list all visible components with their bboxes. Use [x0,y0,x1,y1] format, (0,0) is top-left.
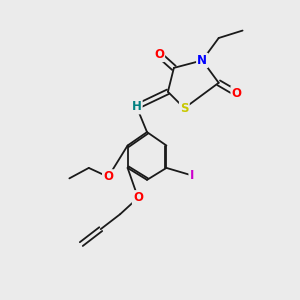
Text: O: O [133,191,143,204]
Text: S: S [180,102,189,115]
Text: H: H [132,100,142,113]
Text: O: O [103,170,113,183]
Text: I: I [190,169,194,182]
Text: N: N [197,54,207,67]
Text: O: O [232,87,242,100]
Text: O: O [154,48,164,61]
